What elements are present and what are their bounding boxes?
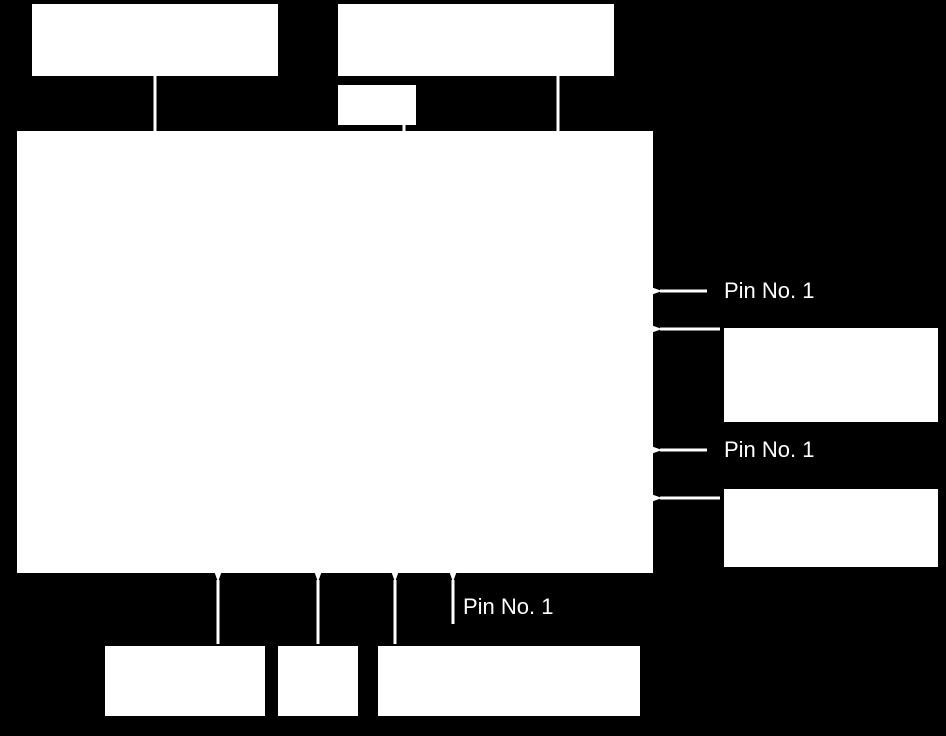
connectors-svg [0, 0, 946, 736]
